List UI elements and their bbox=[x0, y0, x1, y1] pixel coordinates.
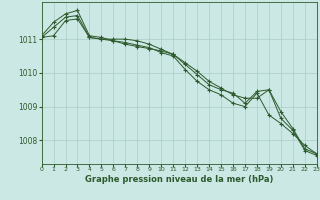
X-axis label: Graphe pression niveau de la mer (hPa): Graphe pression niveau de la mer (hPa) bbox=[85, 175, 273, 184]
